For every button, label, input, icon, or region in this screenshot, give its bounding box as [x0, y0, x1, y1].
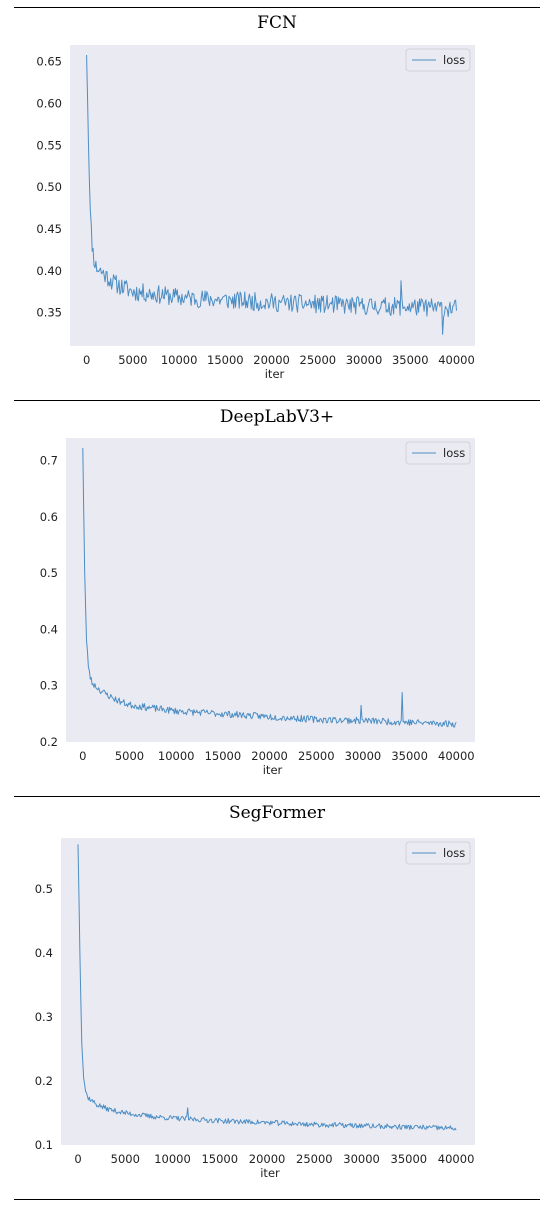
legend-label: loss — [443, 53, 465, 67]
y-tick-label: 0.35 — [36, 306, 62, 320]
x-tick-label: 20000 — [249, 1152, 286, 1166]
y-tick-label: 0.2 — [40, 735, 58, 749]
loss-line — [82, 448, 457, 728]
x-tick-label: 35000 — [392, 353, 429, 367]
y-tick-label: 0.50 — [36, 180, 62, 194]
y-tick-label: 0.40 — [36, 264, 62, 278]
chart-title: FCN — [257, 13, 297, 33]
x-tick-label: 10000 — [158, 749, 195, 763]
x-tick-label: 25000 — [300, 353, 337, 367]
chart-title: DeepLabV3+ — [219, 407, 335, 427]
loss-line — [86, 54, 457, 335]
x-tick-label: 20000 — [253, 353, 290, 367]
x-tick-label: 5000 — [118, 353, 147, 367]
x-tick-label: 30000 — [345, 749, 382, 763]
x-tick-label: 25000 — [296, 1152, 333, 1166]
y-tick-label: 0.7 — [40, 454, 58, 468]
x-tick-label: 0 — [79, 749, 86, 763]
x-tick-label: 30000 — [346, 353, 383, 367]
x-tick-label: 25000 — [298, 749, 335, 763]
chart-segformer: 0 5000 10000 15000 20000 25000 30000 35000 40000… — [35, 838, 475, 1180]
x-tick-label: 40000 — [438, 1152, 475, 1166]
y-tick-label: 0.1 — [35, 1138, 53, 1152]
y-tick-label: 0.55 — [36, 138, 62, 152]
x-tick-label: 5000 — [115, 749, 144, 763]
y-tick-label: 0.5 — [35, 882, 53, 896]
x-tick-label: 30000 — [343, 1152, 380, 1166]
x-tick-label: 40000 — [438, 749, 475, 763]
chart-deeplabv3plus: 0 5000 10000 15000 20000 25000 30000 35000 40000… — [40, 438, 475, 777]
x-tick-label: 40000 — [438, 353, 475, 367]
chart-fcn: 0 5000 10000 15000 20000 25000 30000 35000 40000… — [36, 45, 475, 381]
divider-rule-2 — [14, 796, 540, 797]
x-tick-label: 0 — [83, 353, 90, 367]
chart-title: SegFormer — [228, 803, 326, 823]
x-tick-label: 10000 — [154, 1152, 191, 1166]
top-rule — [14, 7, 540, 8]
y-tick-label: 0.5 — [40, 566, 58, 580]
plot-area — [61, 838, 475, 1145]
y-tick-label: 0.3 — [40, 679, 58, 693]
x-tick-label: 20000 — [251, 749, 288, 763]
y-tick-label: 0.4 — [35, 946, 53, 960]
x-tick-label: 15000 — [201, 1152, 238, 1166]
y-tick-label: 0.4 — [40, 622, 58, 636]
x-tick-label: 10000 — [161, 353, 198, 367]
loss-line — [77, 844, 457, 1131]
y-tick-label: 0.60 — [36, 97, 62, 111]
chart-panel-segformer: SegFormer 0 5000 10000 15000 20000 25000 30000… — [14, 797, 540, 1199]
x-tick-label: 5000 — [111, 1152, 140, 1166]
divider-rule-1 — [14, 400, 540, 401]
chart-panel-fcn: FCN 0 5000 10000 15000 20000 25000 30000 35000 4… — [14, 8, 540, 400]
x-tick-label: 15000 — [205, 749, 242, 763]
y-tick-label: 0.2 — [35, 1074, 53, 1088]
y-tick-label: 0.65 — [36, 55, 62, 69]
legend-box — [405, 441, 471, 465]
x-axis-label: iter — [260, 1166, 280, 1180]
x-tick-label: 35000 — [391, 749, 428, 763]
y-tick-label: 0.45 — [36, 222, 62, 236]
plot-area — [66, 438, 475, 742]
x-tick-label: 35000 — [391, 1152, 428, 1166]
chart-panel-deeplab: DeepLabV3+ 0 5000 10000 15000 20000 25000 3000… — [14, 401, 540, 796]
x-tick-label: 15000 — [207, 353, 244, 367]
legend-label: loss — [443, 446, 465, 460]
legend-box — [405, 48, 471, 72]
legend-label: loss — [443, 846, 465, 860]
legend-box — [405, 841, 471, 865]
x-axis-label: iter — [263, 763, 283, 777]
bottom-rule — [14, 1199, 540, 1200]
x-axis-label: iter — [265, 367, 285, 381]
y-tick-label: 0.3 — [35, 1010, 53, 1024]
x-tick-label: 0 — [74, 1152, 81, 1166]
y-tick-label: 0.6 — [40, 510, 58, 524]
